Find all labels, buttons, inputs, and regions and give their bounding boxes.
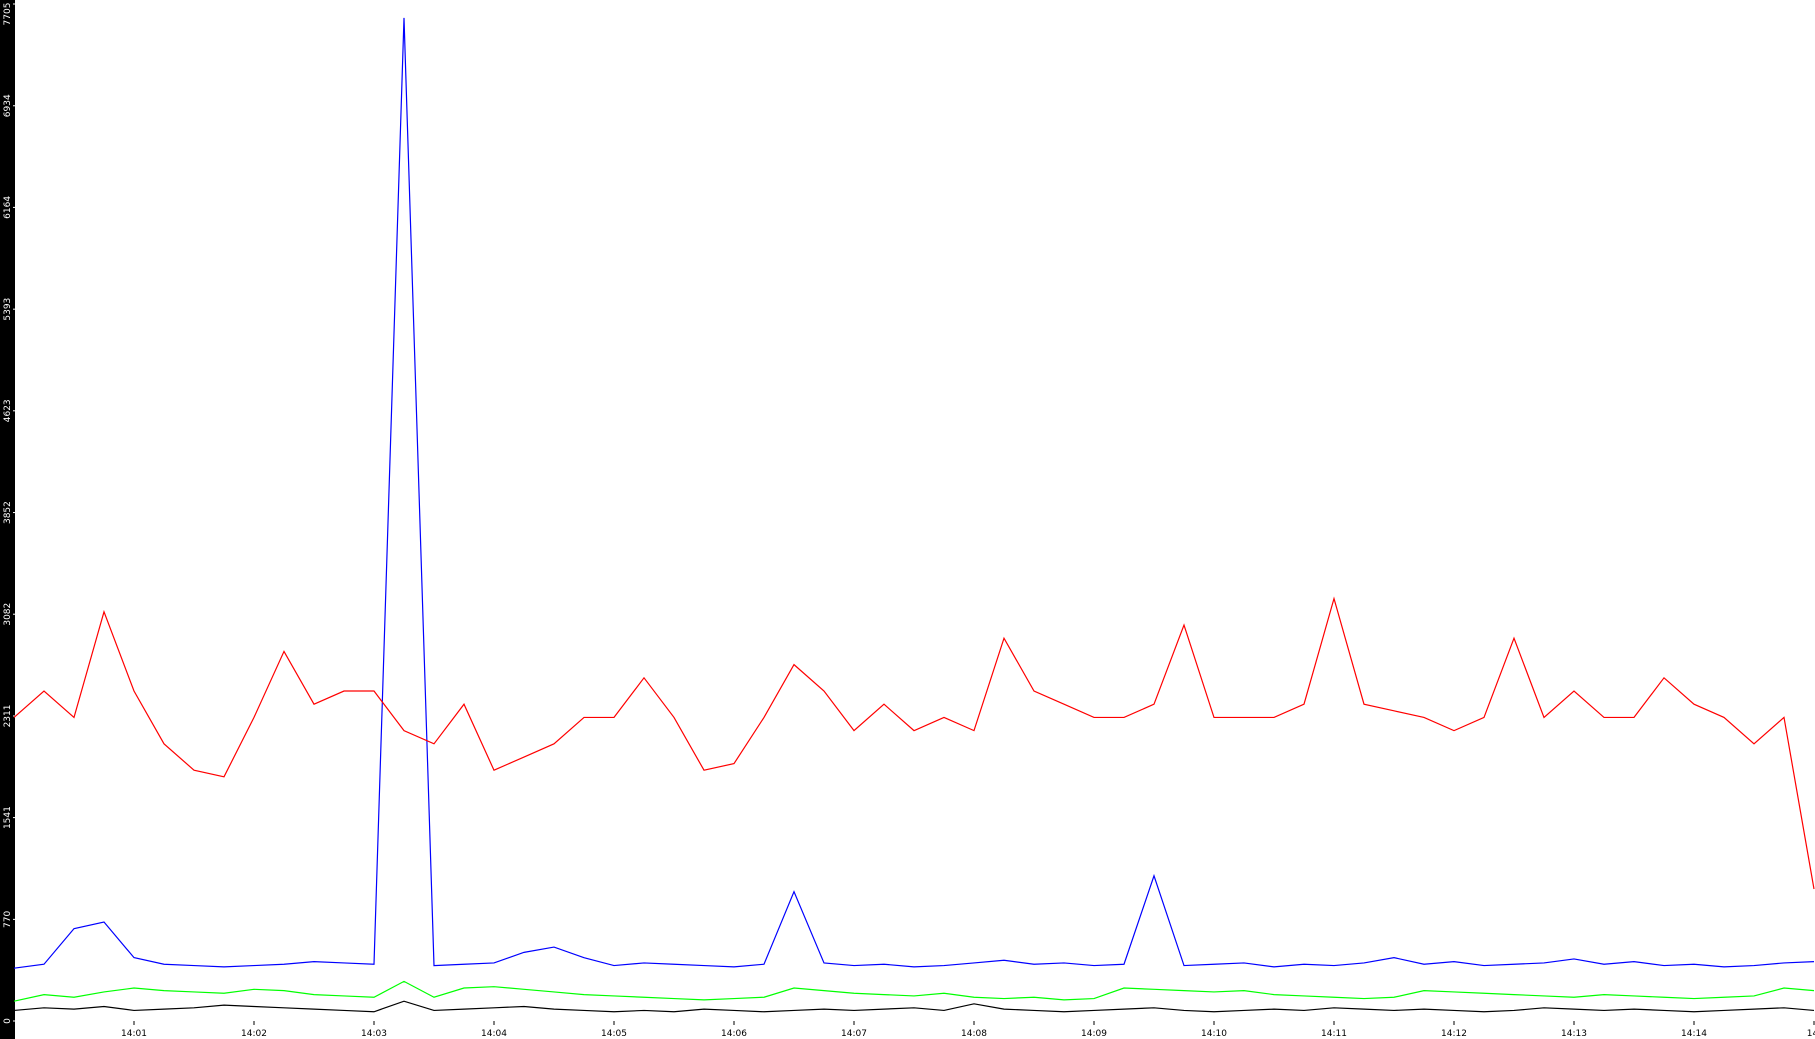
y-tick-label: 6164 — [3, 196, 13, 219]
y-tick-label: 0 — [3, 1018, 13, 1024]
x-tick-label: 14:01 — [121, 1029, 147, 1039]
y-tick-label: 3852 — [3, 501, 13, 524]
x-tick-label: 14:12 — [1441, 1029, 1467, 1039]
y-tick-label: 5393 — [3, 298, 13, 321]
x-tick-label: 14:11 — [1321, 1029, 1347, 1039]
y-tick-label: 2311 — [3, 705, 13, 728]
y-tick-label: 7705 — [3, 3, 13, 26]
series-line — [13, 1000, 1815, 1013]
x-tick-label: 14:05 — [601, 1029, 627, 1039]
y-tick-label: 6934 — [3, 94, 13, 117]
series-line — [13, 596, 1815, 890]
x-tick-label: 14:08 — [961, 1029, 987, 1039]
x-tick-label: 14:09 — [1081, 1029, 1107, 1039]
x-tick-label: 14:14 — [1681, 1029, 1707, 1039]
series-line — [13, 980, 1815, 1002]
y-tick-label: 3082 — [3, 603, 13, 626]
x-tick-label: 14:02 — [241, 1029, 267, 1039]
y-tick-label: 4623 — [3, 399, 13, 422]
x-tick-label: 14:06 — [721, 1029, 747, 1039]
y-tick-label: 1541 — [3, 806, 13, 829]
x-tick-label: 14:04 — [481, 1029, 507, 1039]
x-tick-label: 14:03 — [361, 1029, 387, 1039]
y-tick-label: 770 — [3, 911, 13, 928]
x-tick-label: 14: — [1807, 1029, 1815, 1039]
y-axis-strip — [0, 0, 15, 1039]
series-line — [13, 17, 1815, 969]
x-tick-label: 14:13 — [1561, 1029, 1587, 1039]
x-tick-label: 14:10 — [1201, 1029, 1227, 1039]
x-tick-label: 14:07 — [841, 1029, 867, 1039]
